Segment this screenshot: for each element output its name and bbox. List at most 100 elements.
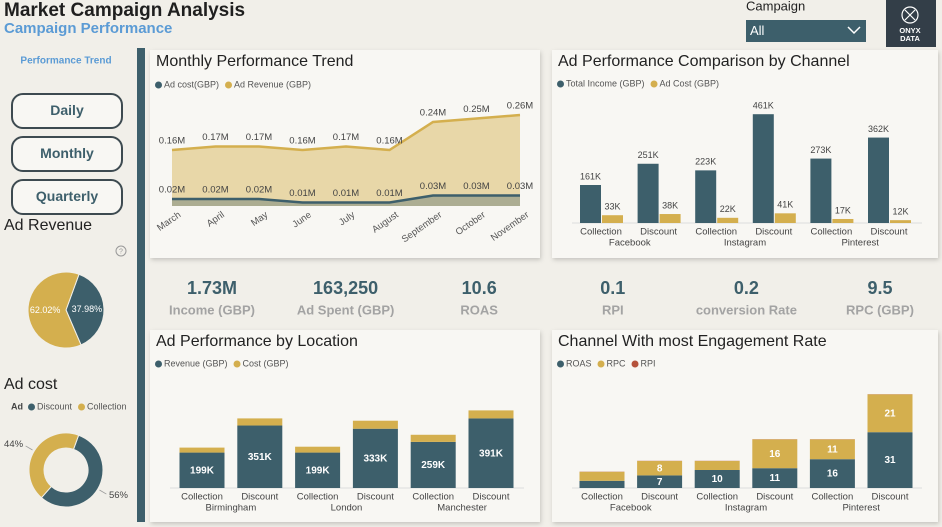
data-label: 351K — [248, 452, 273, 463]
group-label: Instagram — [725, 503, 767, 514]
legend-label: RPI — [641, 358, 656, 368]
help-icon[interactable] — [115, 245, 127, 257]
x-tick-label: Discount — [872, 492, 909, 503]
bar-segment — [867, 394, 913, 433]
kpi-value: 0.2 — [734, 278, 759, 298]
x-tick-label: Discount — [755, 227, 792, 238]
legend-swatch — [557, 80, 564, 88]
data-label: 41K — [777, 200, 793, 210]
data-label: 0.17M — [246, 132, 272, 143]
data-label: 0.01M — [333, 188, 359, 199]
legend-label: Discount — [37, 401, 73, 411]
data-label: 0.02M — [202, 185, 228, 196]
data-label: 0.24M — [420, 108, 446, 119]
nav-button[interactable] — [11, 179, 123, 215]
dropdown-chevron[interactable] — [847, 26, 861, 35]
slice-label: 37.98% — [72, 304, 103, 314]
help-icon[interactable]: ? — [119, 248, 123, 255]
page-title: Market Campaign Analysis — [4, 0, 245, 21]
bar-segment — [468, 410, 514, 419]
bar-segment — [752, 439, 798, 469]
data-label: 251K — [638, 150, 659, 160]
filter-label: Campaign — [746, 0, 805, 13]
group-label: Manchester — [437, 503, 487, 514]
logo-text: ONYX — [899, 26, 920, 35]
data-label: 12K — [892, 207, 908, 217]
x-tick-label: Discount — [641, 492, 678, 503]
x-tick-label: Collection — [297, 492, 339, 503]
data-label: 0.03M — [507, 181, 533, 192]
divider — [137, 48, 145, 522]
bar-segment — [637, 461, 683, 476]
kpi-label: conversion Rate — [696, 302, 797, 317]
bar — [890, 220, 911, 223]
legend-title: Ad — [11, 401, 23, 411]
bar-segment — [352, 428, 398, 488]
bar-segment — [867, 432, 913, 488]
bar — [832, 218, 854, 223]
legend-label: Ad Revenue (GBP) — [234, 79, 311, 89]
data-label: 0.25M — [463, 104, 489, 115]
nav-button[interactable] — [11, 93, 123, 129]
group-label: Facebook — [610, 503, 652, 514]
bar-segment — [579, 480, 625, 488]
page-subtitle: Campaign Performance — [4, 20, 172, 37]
x-tick-label: Collection — [811, 227, 853, 238]
bar-segment — [637, 475, 683, 488]
data-label: 38K — [662, 200, 678, 210]
data-label: 17K — [835, 205, 851, 215]
bar-segment — [179, 452, 225, 488]
group-label: Pinterest — [841, 238, 879, 249]
nav-button-label[interactable]: Daily — [50, 102, 84, 118]
bar-segment — [179, 447, 225, 453]
slice-label: 62.02% — [30, 305, 61, 315]
bar — [580, 185, 601, 223]
leader-line — [99, 489, 107, 495]
x-tick-label: Collection — [580, 227, 622, 238]
bar-segment — [237, 418, 283, 426]
bar-segment — [237, 425, 283, 488]
x-tick-label: Collection — [812, 492, 854, 503]
bar-segment — [752, 468, 798, 488]
kpi-label: RPI — [602, 302, 624, 317]
kpi-label: RPC (GBP) — [846, 302, 914, 317]
data-label: 10 — [712, 474, 724, 485]
series-line — [172, 194, 520, 204]
bar-segment — [694, 470, 740, 488]
leader-line — [25, 445, 33, 451]
data-label: 333K — [363, 454, 388, 465]
nav-button-label[interactable]: Quarterly — [36, 188, 98, 204]
x-tick-label: Collection — [181, 492, 223, 503]
data-label: 199K — [306, 465, 331, 476]
nav-button-label[interactable]: Monthly — [40, 145, 94, 161]
bar — [868, 137, 889, 223]
data-label: 21 — [884, 408, 896, 419]
legend-label: Collection — [87, 401, 127, 411]
bar — [637, 163, 659, 223]
legend-swatch — [225, 81, 233, 89]
logo-icon — [901, 6, 919, 24]
filter-dropdown[interactable]: All — [746, 20, 866, 42]
legend-label: RPC — [607, 358, 627, 368]
bar-segment — [468, 418, 514, 488]
data-label: 11 — [827, 444, 838, 455]
area-fill — [172, 115, 520, 206]
dropdown-value[interactable]: All — [750, 23, 765, 38]
data-label: 33K — [604, 202, 620, 212]
legend-swatch — [597, 360, 605, 368]
slice-label: 44% — [4, 439, 24, 450]
group-label: London — [331, 503, 363, 514]
data-label: 199K — [190, 465, 215, 476]
data-label: 22K — [720, 204, 736, 214]
kpi-value: 9.5 — [867, 278, 892, 298]
data-label: 0.02M — [159, 185, 185, 196]
nav-button[interactable] — [11, 136, 123, 172]
data-label: 362K — [868, 124, 889, 134]
legend-swatch — [155, 81, 162, 89]
x-tick-label: Discount — [640, 227, 677, 238]
bar — [717, 217, 739, 223]
nav-title: Performance Trend — [20, 56, 111, 67]
dropdown-box[interactable] — [746, 20, 866, 42]
